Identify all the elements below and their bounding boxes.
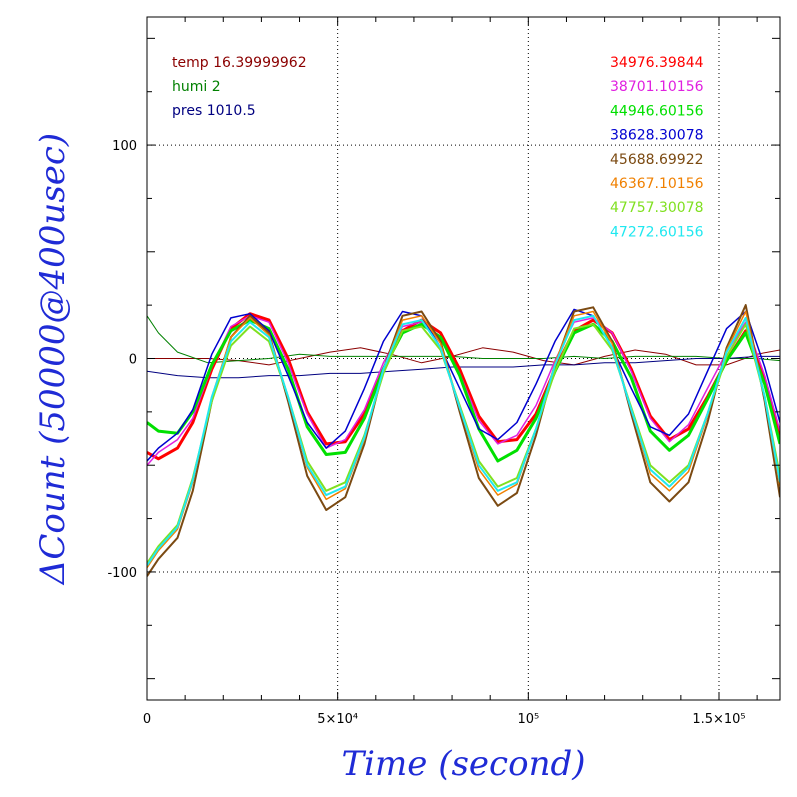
x-tick-label: 1.5×10⁵: [692, 712, 745, 727]
series-legend-item: 34976.39844: [610, 55, 704, 71]
env-legend-item: temp 16.39999962: [172, 55, 307, 71]
y-tick-label: 100: [112, 139, 137, 154]
series-legend-item: 47757.30078: [610, 200, 704, 216]
series-legend-item: 46367.10156: [610, 176, 704, 192]
y-axis-title: ΔCount (50000@400usec): [33, 133, 73, 586]
series-line-47272-60156: [147, 314, 780, 567]
x-axis-title: Time (second): [342, 744, 586, 784]
series-legend-item: 38628.30078: [610, 128, 704, 144]
series-legend-item: 45688.69922: [610, 152, 704, 168]
y-tick-label: -100: [107, 566, 137, 581]
y-tick-label: 0: [129, 353, 137, 368]
series-line-38628-30078: [147, 308, 780, 462]
x-tick-label: 5×10⁴: [317, 712, 358, 727]
env-line-humi: [147, 315, 780, 364]
env-line-pres: [147, 355, 780, 379]
axis-ticks: 0 5×10⁴ 10⁵ 1.5×10⁵ 100 0 -100: [107, 17, 780, 727]
env-legend-item: humi 2: [172, 79, 221, 95]
series-line-44946-60156: [147, 318, 780, 463]
series-legend: 34976.39844 38701.10156 44946.60156 38628.3…: [610, 55, 704, 240]
series-lines: [147, 304, 780, 577]
series-line-45688-69922: [147, 304, 780, 577]
x-tick-label: 0: [143, 712, 151, 727]
series-legend-item: 44946.60156: [610, 103, 704, 119]
grid-lines: [147, 17, 780, 700]
series-legend-item: 38701.10156: [610, 79, 704, 95]
env-legend: temp 16.39999962 humi 2 pres 1010.5: [172, 55, 307, 119]
env-legend-item: pres 1010.5: [172, 103, 256, 119]
series-legend-item: 47272.60156: [610, 224, 704, 240]
x-tick-label: 10⁵: [517, 712, 539, 727]
